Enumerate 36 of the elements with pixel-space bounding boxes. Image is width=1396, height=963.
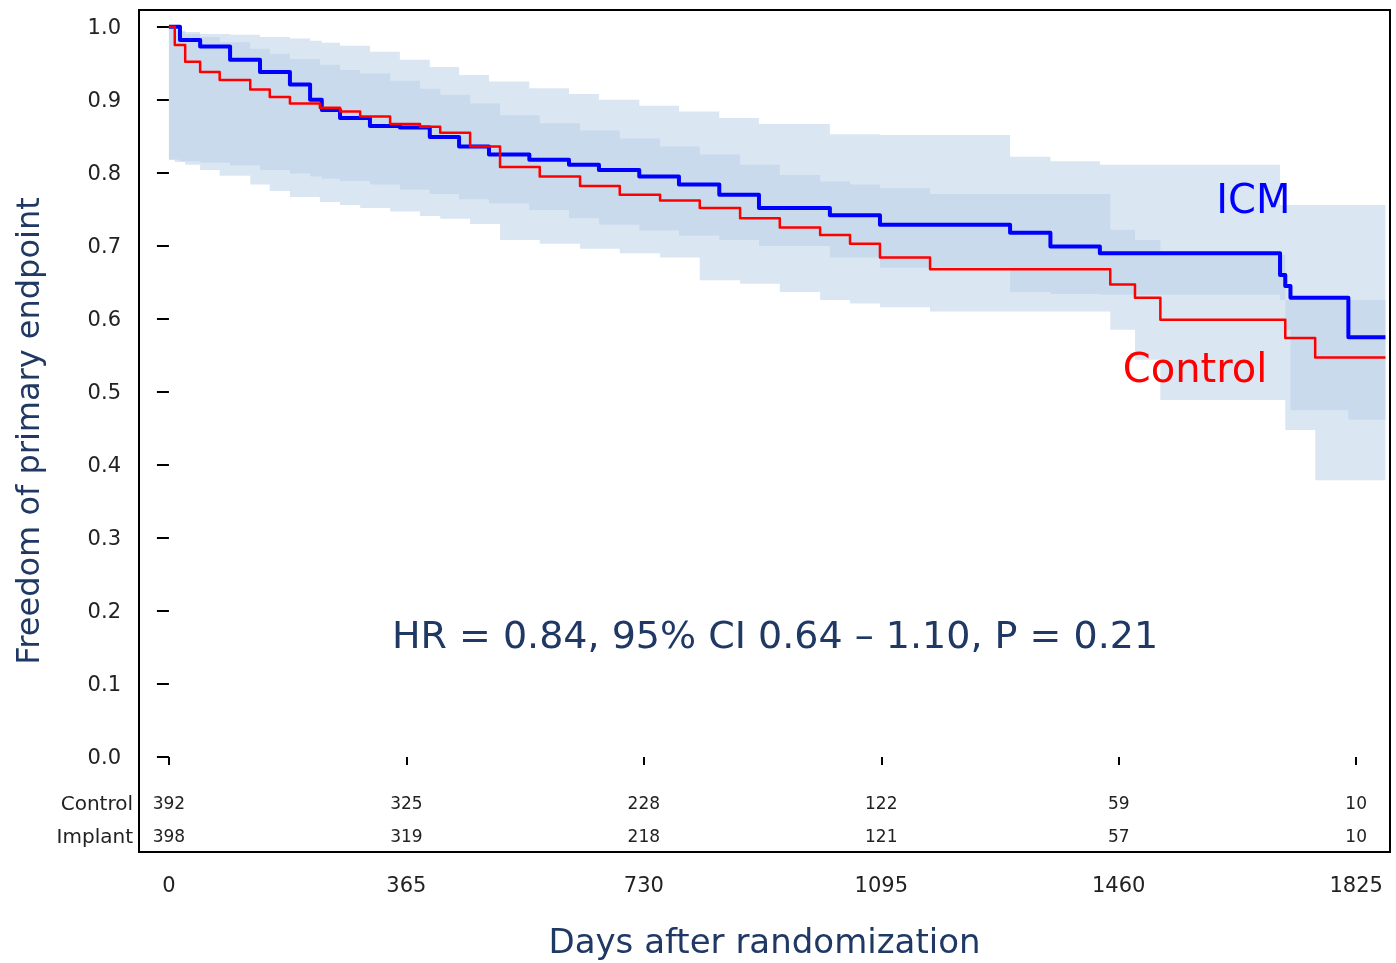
y-tick-label: 0.8 xyxy=(87,160,121,185)
annotation: 228 xyxy=(627,793,661,813)
y-tick-label: 1.0 xyxy=(87,14,121,39)
y-axis-title: Freedom of primary endpoint xyxy=(9,197,47,665)
y-tick-label: 0.3 xyxy=(87,525,121,550)
annotation: HR = 0.84, 95% CI 0.64 – 1.10, P = 0.21 xyxy=(391,613,1159,657)
x-tick-label: 1460 xyxy=(1092,872,1146,897)
annotation: 121 xyxy=(865,826,898,846)
annotation: 10 xyxy=(1345,793,1367,813)
y-tick-label: 0.0 xyxy=(87,745,121,770)
annotation: 319 xyxy=(390,826,423,846)
y-tick-label: 0.6 xyxy=(87,306,121,331)
y-tick-label: 0.5 xyxy=(87,379,121,404)
text: Control xyxy=(60,791,133,815)
annotation: 398 xyxy=(152,826,186,846)
annotation: 218 xyxy=(627,826,661,846)
annotation: 57 xyxy=(1107,826,1130,846)
annotation: 122 xyxy=(865,793,898,813)
annotation: 59 xyxy=(1107,793,1130,813)
annotation: 392 xyxy=(152,793,186,813)
x-tick-label: 365 xyxy=(386,872,427,897)
x-tick-label: 730 xyxy=(623,872,664,897)
x-tick-label: 0 xyxy=(162,872,176,897)
y-tick-label: 0.2 xyxy=(87,599,121,624)
annotation: 10 xyxy=(1345,826,1367,846)
x-tick-label: 1095 xyxy=(854,872,908,897)
y-tick-label: 0.9 xyxy=(87,87,121,112)
x-tick-label: 1825 xyxy=(1329,872,1383,897)
text: Implant xyxy=(56,824,134,848)
x-axis-title: Days after randomization xyxy=(548,921,981,961)
series-label: Control xyxy=(1122,344,1268,391)
y-tick-label: 0.7 xyxy=(87,233,121,258)
annotation: 325 xyxy=(390,793,423,813)
y-tick-label: 0.4 xyxy=(87,452,121,477)
y-tick-label: 0.1 xyxy=(87,672,121,697)
series-label: ICM xyxy=(1216,176,1291,223)
